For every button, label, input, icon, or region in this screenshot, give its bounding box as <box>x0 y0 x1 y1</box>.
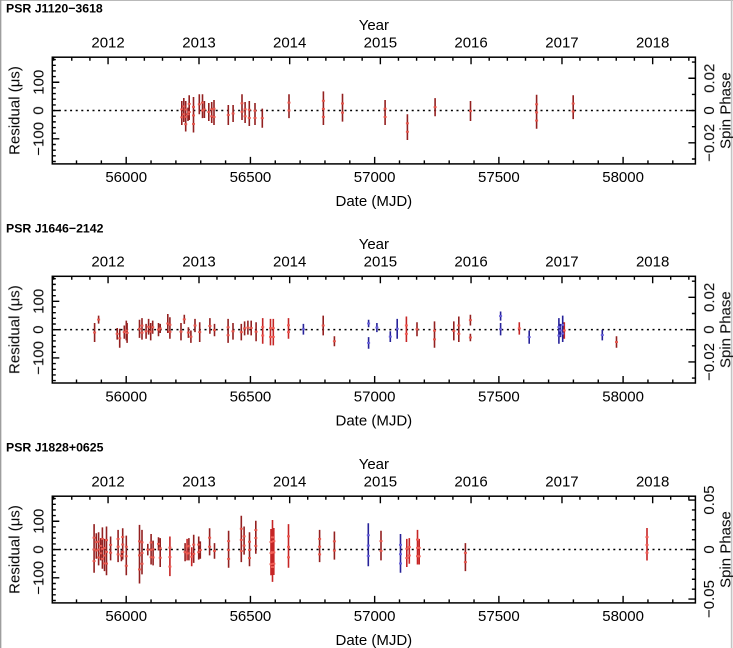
svg-text:100: 100 <box>30 509 47 534</box>
svg-text:PSR J1120−3618: PSR J1120−3618 <box>6 2 103 16</box>
svg-text:2016: 2016 <box>454 253 487 270</box>
svg-text:Spin Phase: Spin Phase <box>718 511 733 588</box>
svg-text:0.02: 0.02 <box>701 283 718 312</box>
svg-text:57000: 57000 <box>354 608 396 625</box>
svg-text:2018: 2018 <box>636 253 669 270</box>
svg-text:100: 100 <box>30 289 47 314</box>
svg-text:0.05: 0.05 <box>701 485 718 514</box>
svg-text:Year: Year <box>359 17 389 34</box>
svg-text:PSR J1646−2142: PSR J1646−2142 <box>6 221 104 235</box>
svg-text:−0.02: −0.02 <box>701 343 718 381</box>
svg-text:0: 0 <box>30 325 47 333</box>
svg-text:2017: 2017 <box>545 253 578 270</box>
svg-text:−100: −100 <box>30 341 47 375</box>
svg-text:Date (MJD): Date (MJD) <box>336 193 413 210</box>
svg-text:2016: 2016 <box>454 34 487 51</box>
svg-text:2012: 2012 <box>91 473 124 490</box>
svg-text:0: 0 <box>701 545 718 553</box>
svg-text:Date (MJD): Date (MJD) <box>336 412 413 429</box>
svg-text:2014: 2014 <box>273 34 306 51</box>
svg-text:58000: 58000 <box>602 169 644 186</box>
svg-text:2018: 2018 <box>636 34 669 51</box>
svg-text:0.02: 0.02 <box>701 64 718 93</box>
svg-text:57000: 57000 <box>354 169 396 186</box>
svg-text:0: 0 <box>701 106 718 114</box>
svg-text:57500: 57500 <box>478 169 520 186</box>
svg-text:−100: −100 <box>30 561 47 595</box>
svg-text:Date (MJD): Date (MJD) <box>336 632 413 648</box>
svg-text:2015: 2015 <box>364 34 397 51</box>
svg-text:2017: 2017 <box>545 473 578 490</box>
svg-text:0: 0 <box>30 545 47 553</box>
svg-text:PSR J1828+0625: PSR J1828+0625 <box>6 441 104 455</box>
svg-text:56500: 56500 <box>230 388 272 405</box>
svg-text:56000: 56000 <box>105 169 147 186</box>
svg-text:Spin Phase: Spin Phase <box>718 291 733 368</box>
svg-text:100: 100 <box>30 70 47 95</box>
svg-text:2017: 2017 <box>545 34 578 51</box>
svg-text:2013: 2013 <box>182 473 215 490</box>
svg-text:Residual (μs): Residual (μs) <box>7 66 24 155</box>
svg-text:0: 0 <box>701 325 718 333</box>
svg-text:56500: 56500 <box>230 608 272 625</box>
svg-text:58000: 58000 <box>602 388 644 405</box>
svg-text:58000: 58000 <box>602 608 644 625</box>
svg-text:Year: Year <box>359 456 389 473</box>
svg-text:2015: 2015 <box>364 253 397 270</box>
svg-text:56000: 56000 <box>105 608 147 625</box>
svg-text:57500: 57500 <box>478 388 520 405</box>
svg-text:−0.02: −0.02 <box>701 124 718 162</box>
svg-text:56000: 56000 <box>105 388 147 405</box>
svg-text:2012: 2012 <box>91 34 124 51</box>
svg-text:56500: 56500 <box>230 169 272 186</box>
svg-text:−0.05: −0.05 <box>701 580 718 618</box>
svg-text:57500: 57500 <box>478 608 520 625</box>
svg-text:2016: 2016 <box>454 473 487 490</box>
svg-text:2013: 2013 <box>182 34 215 51</box>
svg-text:2014: 2014 <box>273 473 306 490</box>
svg-text:Spin Phase: Spin Phase <box>718 72 733 149</box>
svg-text:0: 0 <box>30 106 47 114</box>
svg-text:2018: 2018 <box>636 473 669 490</box>
svg-text:Residual (μs): Residual (μs) <box>7 285 24 374</box>
svg-text:Residual (μs): Residual (μs) <box>7 505 24 594</box>
svg-text:2014: 2014 <box>273 253 306 270</box>
svg-text:2015: 2015 <box>364 473 397 490</box>
svg-text:57000: 57000 <box>354 388 396 405</box>
svg-text:2012: 2012 <box>91 253 124 270</box>
svg-text:2013: 2013 <box>182 253 215 270</box>
svg-text:Year: Year <box>359 236 389 253</box>
svg-text:−100: −100 <box>30 122 47 156</box>
